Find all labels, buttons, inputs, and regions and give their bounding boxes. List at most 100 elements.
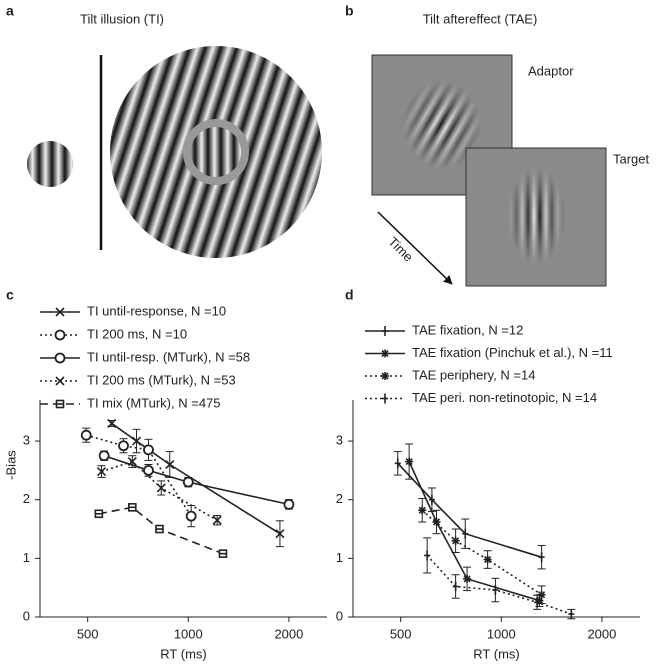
marker: [538, 552, 545, 563]
marker: [492, 585, 499, 596]
marker: [156, 483, 166, 493]
marker: [463, 574, 472, 583]
marker: [405, 457, 414, 466]
time-label: Time: [385, 234, 416, 265]
y-tick-label: 1: [23, 550, 30, 565]
marker: [118, 440, 129, 452]
x-tick-label: 2000: [587, 626, 616, 641]
marker: [54, 352, 66, 364]
panel-label: a: [6, 3, 14, 19]
marker: [432, 517, 441, 526]
marker-part: [212, 515, 222, 525]
marker-part: [54, 352, 66, 364]
marker-part: [55, 307, 65, 317]
marker-part: [107, 418, 117, 429]
marker-part: [538, 591, 546, 599]
marker-part: [118, 440, 129, 452]
marker: [54, 329, 66, 341]
marker-part: [283, 498, 295, 510]
series-line: [86, 434, 192, 517]
marker: [128, 503, 137, 512]
adaptor-label: Adaptor: [528, 63, 574, 78]
marker: [182, 476, 194, 488]
marker-part: [143, 464, 154, 476]
marker-part: [127, 457, 137, 467]
marker: [381, 372, 389, 380]
x-tick-label: 500: [77, 626, 99, 641]
x-axis-label: RT (ms): [160, 646, 206, 661]
marker: [382, 326, 388, 336]
marker: [55, 399, 65, 409]
panel-title: Tilt illusion (TI): [80, 11, 164, 26]
legend-label: TI 200 ms, N =10: [87, 326, 187, 341]
marker: [55, 307, 65, 317]
y-tick-label: 1: [336, 550, 343, 565]
marker-part: [432, 518, 441, 526]
marker: [212, 515, 222, 525]
marker-part: [452, 537, 460, 545]
marker: [143, 464, 154, 476]
legend-label: TAE fixation (Pinchuk et al.), N =11: [412, 345, 613, 360]
marker: [451, 536, 460, 545]
legend-label: TAE fixation, N =12: [412, 322, 523, 337]
marker-part: [96, 466, 107, 477]
marker: [568, 609, 575, 620]
marker-part: [54, 329, 66, 341]
marker: [94, 509, 104, 519]
marker: [283, 498, 295, 510]
marker-part: [80, 429, 92, 441]
y-tick-label: 0: [336, 608, 343, 623]
series-line: [408, 461, 540, 602]
marker-part: [463, 575, 471, 583]
marker-part: [418, 506, 426, 514]
panel-title: Tilt aftereffect (TAE): [423, 11, 538, 26]
legend-label: TAE periphery, N =14: [412, 367, 535, 382]
marker: [275, 529, 285, 539]
y-tick-label: 0: [23, 608, 30, 623]
marker: [127, 457, 137, 467]
x-tick-label: 1000: [174, 626, 203, 641]
time-arrow: [377, 211, 453, 285]
marker-part: [98, 450, 110, 462]
y-tick-label: 2: [23, 491, 30, 506]
y-tick-label: 2: [336, 491, 343, 506]
marker-part: [165, 459, 175, 470]
legend-label: TI until-response, N =10: [87, 303, 226, 318]
target-label: Target: [613, 151, 650, 166]
x-tick-label: 1000: [487, 626, 516, 641]
x-tick-label: 500: [390, 626, 412, 641]
marker-part: [131, 436, 142, 446]
marker-part: [185, 510, 197, 522]
target-gabor: [466, 148, 606, 286]
series-line: [101, 460, 218, 521]
marker: [418, 506, 427, 515]
marker: [185, 510, 197, 522]
marker: [394, 458, 401, 469]
legend-label: TI mix (MTurk), N =475: [87, 395, 221, 410]
grating-small: [27, 141, 73, 187]
series-line: [98, 506, 224, 555]
marker-part: [381, 349, 389, 358]
y-tick-label: 3: [23, 432, 30, 447]
series-line: [397, 462, 542, 558]
marker-part: [381, 372, 389, 380]
y-tick-label: 3: [336, 432, 343, 447]
series-line: [426, 554, 572, 615]
panel-label: c: [6, 287, 14, 303]
marker: [428, 494, 435, 505]
marker: [165, 459, 175, 470]
marker: [80, 429, 92, 441]
marker: [424, 550, 431, 561]
marker-part: [182, 476, 194, 488]
marker-part: [55, 376, 65, 386]
panel-label: b: [345, 3, 354, 19]
marker-part: [484, 555, 492, 564]
y-axis-label: -Bias: [3, 450, 18, 480]
legend-label: TI until-resp. (MTurk), N =58: [87, 349, 250, 364]
marker: [107, 418, 117, 429]
marker: [96, 466, 107, 477]
marker: [452, 581, 459, 592]
marker-part: [156, 483, 166, 493]
series-line: [111, 422, 281, 535]
